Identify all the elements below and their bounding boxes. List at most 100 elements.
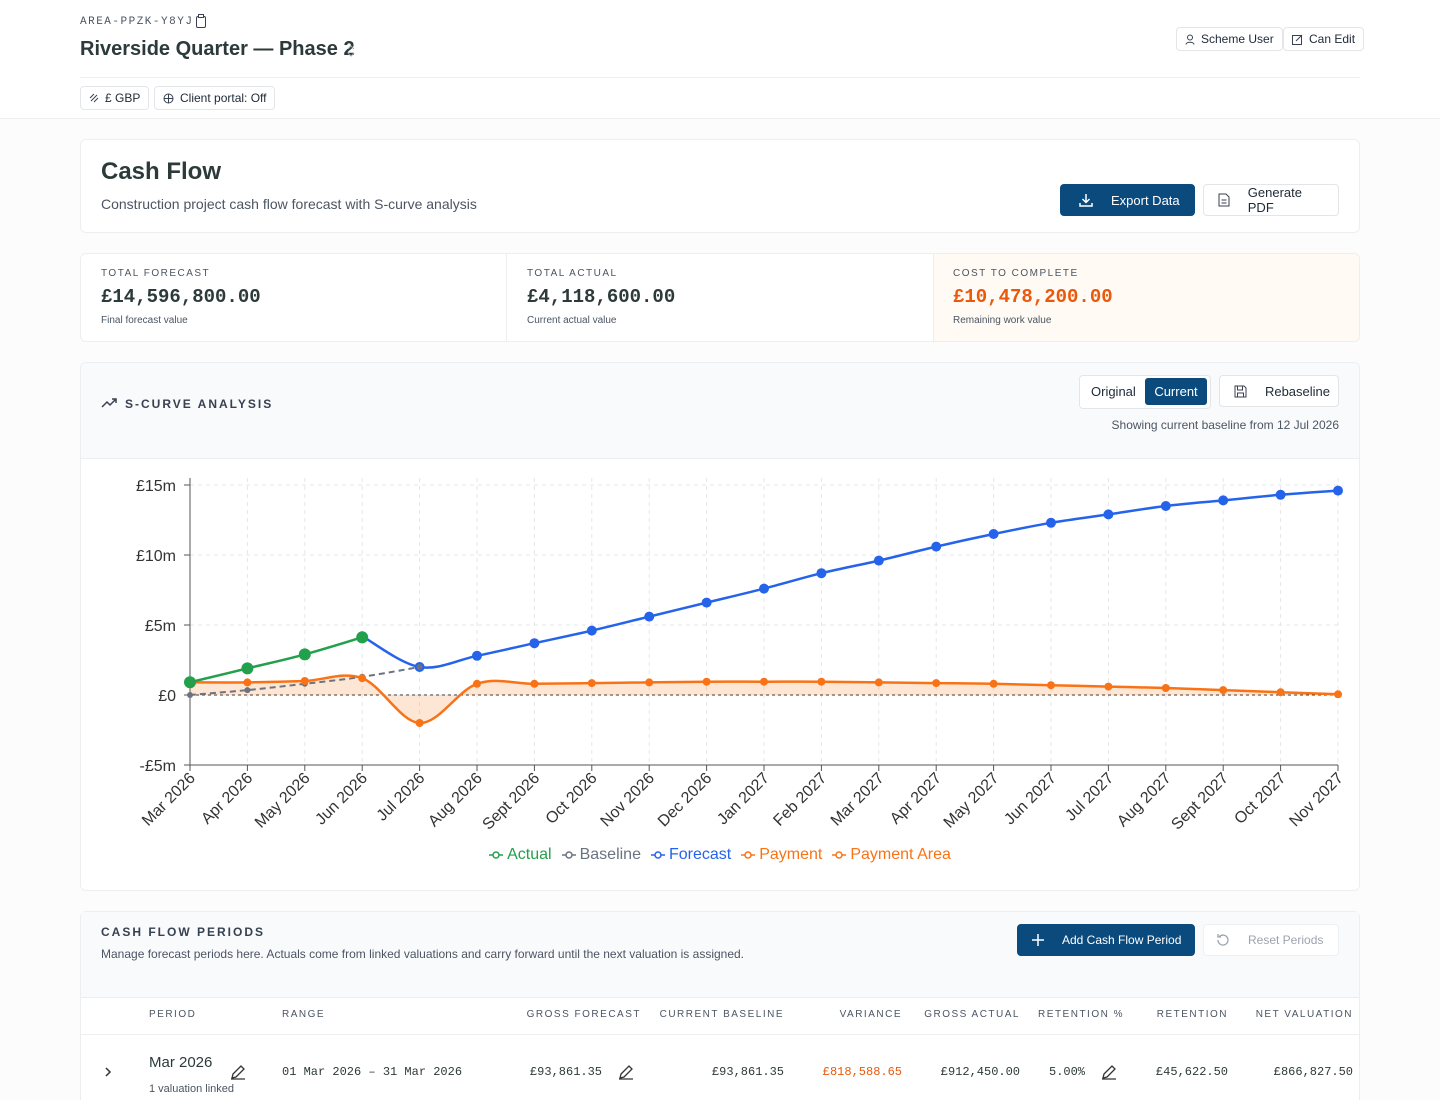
- legend-icon: [561, 851, 576, 859]
- table-cell: £866,827.50: [1273, 1065, 1353, 1079]
- x-tick-label: Jan 2027: [714, 770, 773, 829]
- x-tick-label: Nov 2026: [598, 770, 659, 831]
- button-label: Generate PDF: [1247, 185, 1302, 215]
- toggle-option[interactable]: Original: [1091, 384, 1136, 399]
- legend-icon: [489, 851, 504, 859]
- button-label: Reset Periods: [1248, 933, 1324, 947]
- y-tick-label: -£5m: [140, 758, 176, 775]
- data-point: [759, 583, 769, 594]
- column-header: PERIOD: [149, 1009, 197, 1020]
- data-point: [701, 597, 712, 608]
- data-point: [416, 664, 423, 670]
- table-cell: £912,450.00: [940, 1065, 1020, 1079]
- data-point: [1103, 509, 1114, 520]
- y-tick-label: £0: [158, 688, 176, 705]
- x-tick-label: Apr 2027: [887, 770, 945, 828]
- series-line: [189, 636, 363, 684]
- legend-icon: [650, 851, 665, 859]
- chip-label: Client portal: Off: [180, 91, 267, 105]
- legend-item[interactable]: Payment Area: [832, 846, 951, 864]
- period-name: Mar 2026: [149, 1054, 213, 1071]
- data-point: [529, 638, 540, 649]
- data-point: [874, 678, 883, 687]
- legend-label: Payment Area: [850, 846, 951, 863]
- trend-icon: [101, 398, 117, 408]
- button-label: Add Cash Flow Period: [1062, 933, 1182, 947]
- data-point: [1218, 495, 1229, 506]
- x-tick-label: Jul 2027: [1062, 770, 1117, 825]
- legend-label: Payment: [759, 846, 823, 863]
- data-point: [1104, 682, 1113, 691]
- export-button[interactable]: Export Data: [1060, 184, 1195, 216]
- portal-chip[interactable]: Client portal: Off: [154, 86, 276, 110]
- data-point: [988, 529, 999, 539]
- data-point: [816, 568, 827, 579]
- data-point: [244, 687, 251, 694]
- series-line: [361, 489, 1339, 669]
- data-point: [1161, 684, 1170, 692]
- x-tick-label: Aug 2026: [425, 770, 486, 831]
- data-point: [187, 692, 193, 698]
- data-point: [1047, 681, 1055, 690]
- button-label: Rebaseline: [1264, 383, 1330, 399]
- divider: [506, 254, 507, 341]
- edit-button[interactable]: Can Edit: [1283, 27, 1365, 51]
- edit-icon[interactable]: [230, 1064, 246, 1085]
- baseline-note: Showing current baseline from 12 Jul 202…: [1111, 418, 1339, 432]
- legend-item[interactable]: Actual: [489, 846, 552, 864]
- currency-chip[interactable]: £ GBP: [80, 86, 150, 110]
- add-period-button[interactable]: Add Cash Flow Period: [1017, 924, 1195, 956]
- project-title[interactable]: Riverside Quarter — Phase 2: [80, 38, 355, 60]
- legend-item[interactable]: Forecast: [650, 846, 731, 864]
- data-point: [1334, 690, 1342, 699]
- stat-note: Final forecast value: [101, 315, 188, 326]
- edit-icon[interactable]: [1101, 1064, 1117, 1085]
- data-point: [873, 555, 884, 566]
- stat-value: £10,478,200.00: [953, 286, 1113, 308]
- x-tick-label: Jun 2027: [1001, 770, 1060, 829]
- x-tick-label: May 2027: [941, 770, 1003, 832]
- data-point: [184, 676, 196, 689]
- rebaseline-button[interactable]: Rebaseline: [1219, 375, 1339, 407]
- x-tick-label: Oct 2026: [543, 770, 601, 828]
- column-header: NET VALUATION: [1255, 1009, 1353, 1020]
- pdf-button[interactable]: Generate PDF: [1203, 184, 1339, 216]
- y-tick-label: £15m: [136, 478, 176, 495]
- page-title: Cash Flow: [101, 158, 222, 185]
- y-tick-label: £5m: [145, 618, 176, 635]
- edit-icon[interactable]: [618, 1064, 634, 1085]
- data-point: [1275, 489, 1286, 500]
- legend-item[interactable]: Payment: [741, 846, 822, 864]
- project-code: AREA-PPZK-Y8YJ: [80, 16, 194, 28]
- data-point: [298, 648, 311, 661]
- x-tick-label: Mar 2026: [139, 770, 199, 830]
- x-tick-label: Mar 2027: [828, 770, 888, 830]
- data-point: [932, 679, 941, 688]
- copy-icon[interactable]: [195, 14, 207, 29]
- toggle-option-active[interactable]: Current: [1145, 378, 1207, 405]
- reset-button[interactable]: Reset Periods: [1203, 924, 1339, 956]
- stat-label: TOTAL FORECAST: [101, 268, 211, 279]
- chevron-icon[interactable]: [346, 44, 356, 58]
- data-point: [989, 679, 998, 688]
- data-point: [243, 678, 252, 687]
- expand-icon[interactable]: [103, 1065, 113, 1083]
- user-button[interactable]: Scheme User: [1176, 27, 1283, 51]
- x-tick-label: Oct 2027: [1231, 770, 1289, 828]
- table-cell: £45,622.50: [1155, 1065, 1228, 1079]
- y-tick-label: £10m: [136, 548, 176, 565]
- column-header: CURRENT BASELINE: [659, 1009, 784, 1020]
- column-header: GROSS FORECAST: [526, 1009, 641, 1020]
- legend: Actual Baseline Forecast Payment Payment Are…: [81, 846, 1359, 864]
- x-tick-label: Sept 2027: [1168, 770, 1232, 834]
- data-point: [1046, 517, 1056, 528]
- legend-icon: [741, 851, 756, 859]
- data-point: [530, 679, 539, 688]
- stat-value: £4,118,600.00: [527, 286, 676, 308]
- column-header: GROSS ACTUAL: [924, 1009, 1020, 1020]
- divider: [80, 77, 1360, 78]
- x-tick-label: Jun 2026: [312, 770, 371, 829]
- legend-item[interactable]: Baseline: [561, 846, 641, 864]
- data-point: [300, 677, 309, 685]
- table-cell: £93,861.35: [529, 1065, 602, 1079]
